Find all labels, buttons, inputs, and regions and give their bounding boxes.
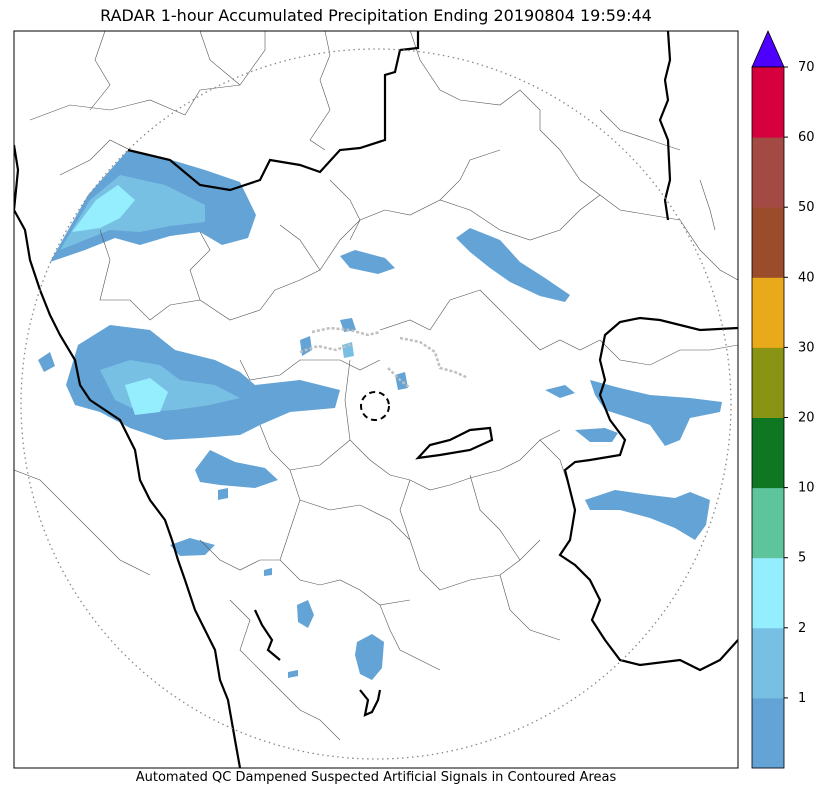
- colorbar-level-7: [752, 207, 784, 278]
- colorbar-tick-label-9: 60: [798, 130, 815, 145]
- west-coast-border: [14, 144, 242, 768]
- colorbar-tick-label-6: 30: [798, 340, 815, 355]
- echo-speck-1: [38, 352, 55, 372]
- east-border-1: [558, 316, 738, 672]
- echo-west-high: [125, 378, 168, 415]
- colorbar-tick-labels: 1 2 5 10 20 30 40 50 60 70: [784, 60, 815, 706]
- echo-speck-5: [300, 336, 312, 356]
- echo-speck-3: [264, 568, 272, 576]
- map-footer-note: Automated QC Dampened Suspected Artifici…: [135, 770, 617, 785]
- echo-ne-1: [456, 228, 570, 302]
- precipitation-echoes: [38, 150, 722, 680]
- echo-nw-high: [72, 185, 135, 232]
- echo-speck-4: [288, 670, 298, 678]
- map-title: RADAR 1-hour Accumulated Precipitation E…: [100, 6, 652, 25]
- echo-south-2: [355, 634, 384, 680]
- echo-speck-2: [218, 488, 228, 500]
- colorbar-tick-label-5: 20: [798, 411, 815, 426]
- colorbar-tick-label-top: 70: [798, 60, 815, 75]
- colorbar-level-5: [752, 347, 784, 418]
- colorbar-extend-arrow: [751, 30, 785, 68]
- echo-e-2: [590, 380, 722, 446]
- colorbar-level-3: [752, 487, 784, 559]
- echo-e-3: [575, 428, 618, 442]
- radar-site-marker: [360, 391, 390, 421]
- echo-nw-mid: [60, 175, 205, 250]
- colorbar-tick-label-7: 40: [798, 270, 815, 285]
- colorbar-level-2: [752, 557, 784, 629]
- colorbar-level-8: [752, 137, 784, 208]
- south-enclave-1: [254, 609, 281, 661]
- colorbar-frame: [751, 66, 785, 769]
- qc-contour-1: [311, 326, 381, 337]
- qc-contour-2: [299, 342, 353, 354]
- colorbar-tick-label-8: 50: [798, 200, 815, 215]
- colorbar-level-1: [752, 627, 784, 699]
- south-enclave-2: [359, 689, 382, 717]
- colorbar-tick-label-3: 5: [798, 551, 806, 566]
- enclave-border: [415, 426, 494, 460]
- north-border: [127, 31, 420, 192]
- echo-n-1: [340, 250, 395, 274]
- echo-sw-1: [195, 450, 278, 488]
- northeast-border: [658, 31, 672, 221]
- qc-contour-3: [399, 336, 469, 380]
- colorbar-tick-label-4: 10: [798, 481, 815, 496]
- echo-south-1: [297, 600, 314, 628]
- colorbar-level-0: [752, 697, 784, 769]
- map-frame: [13, 30, 739, 769]
- radar-map: [13, 30, 739, 769]
- state-borders: [14, 31, 738, 768]
- radar-range-ring: [20, 48, 732, 760]
- district-borders: [14, 31, 738, 741]
- echo-sw-2: [170, 538, 215, 556]
- qc-contours: [299, 326, 469, 389]
- colorbar-blocks: [752, 67, 784, 769]
- colorbar-level-9: [752, 67, 784, 138]
- colorbar-level-4: [752, 417, 784, 489]
- echo-e-4: [585, 490, 710, 540]
- colorbar-tick-label-1: 1: [798, 691, 806, 706]
- qc-contour-4: [387, 367, 411, 389]
- colorbar-level-6: [752, 277, 784, 348]
- colorbar-tick-label-2: 2: [798, 621, 806, 636]
- echo-e-1: [545, 385, 575, 398]
- echo-speck-8: [395, 372, 408, 390]
